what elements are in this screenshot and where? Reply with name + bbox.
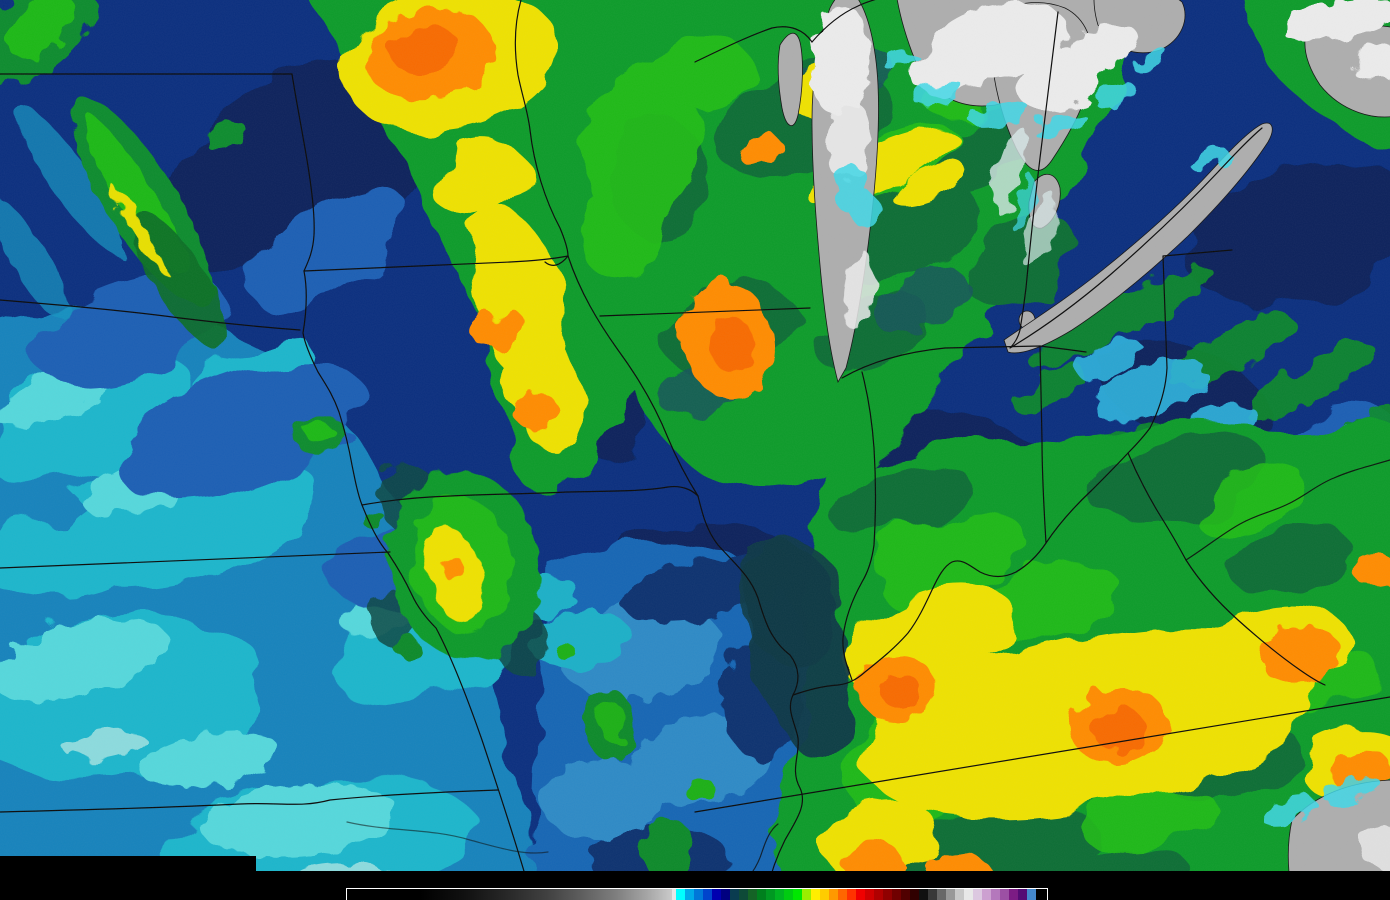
colorbar-segment	[937, 889, 946, 900]
colorbar-segment	[1018, 889, 1027, 900]
colorbar-segment	[874, 889, 883, 900]
colorbar-segment	[856, 889, 865, 900]
colorbar-segment	[991, 889, 1000, 900]
colorbar-segment	[757, 889, 766, 900]
colorbar-segment	[694, 889, 703, 900]
colorbar-segment	[676, 889, 685, 900]
colorbar-segment	[928, 889, 937, 900]
colorbar-segment	[865, 889, 874, 900]
colorbar-segment	[703, 889, 712, 900]
colorbar-warm-end	[347, 889, 420, 900]
colorbar-segment	[820, 889, 829, 900]
niu-logo-bar: NIU Northern Illinois University Your Fu…	[0, 856, 256, 900]
colorbar-segment	[739, 889, 748, 900]
colorbar-segment	[964, 889, 973, 900]
colorbar-segment	[712, 889, 721, 900]
colorbar-segment	[982, 889, 991, 900]
colorbar-segment	[838, 889, 847, 900]
colorbar-segment	[721, 889, 730, 900]
colorbar-segment	[919, 889, 928, 900]
colorbar-segment	[973, 889, 982, 900]
colorbar-segment	[685, 889, 694, 900]
colorbar-segment	[784, 889, 793, 900]
colorbar-segment	[748, 889, 757, 900]
colorbar-segment	[1000, 889, 1009, 900]
colorbar-sliver	[672, 889, 676, 900]
colorbar-segment	[1027, 889, 1036, 900]
colorbar-segment	[901, 889, 910, 900]
colorbar-segment	[766, 889, 775, 900]
colorbar-segment	[955, 889, 964, 900]
temperature-colorbar	[346, 888, 1048, 900]
colorbar-segment	[1009, 889, 1018, 900]
colorbar-segment	[847, 889, 856, 900]
colorbar-segment	[829, 889, 838, 900]
colorbar-gray-ramp	[420, 889, 672, 900]
colorbar-segment	[730, 889, 739, 900]
colorbar-segment	[946, 889, 955, 900]
colorbar-segment	[793, 889, 802, 900]
colorbar-segment	[811, 889, 820, 900]
colorbar-segment	[910, 889, 919, 900]
colorbar-segment	[775, 889, 784, 900]
colorbar-segment	[892, 889, 901, 900]
colorbar-end-cap	[1036, 889, 1045, 900]
colorbar-segment	[802, 889, 811, 900]
colorbar-segment	[883, 889, 892, 900]
